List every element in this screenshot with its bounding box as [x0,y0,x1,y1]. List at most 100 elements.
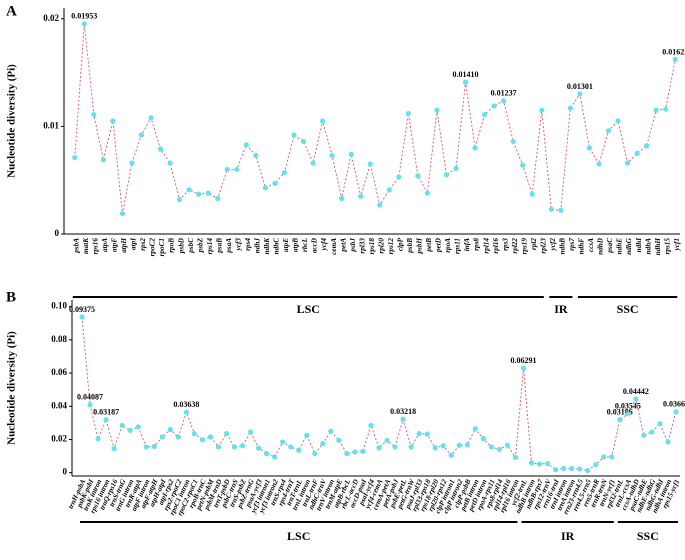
data-point [243,142,249,148]
data-point [296,447,302,453]
data-point [239,443,246,449]
x-tick-label: ndhI [635,238,643,253]
data-point [310,160,316,166]
x-tick-label: rpoC2 [149,238,157,257]
data-point [167,426,173,433]
data-point [434,107,440,113]
data-point [480,436,486,442]
data-point [368,422,374,428]
data-point [100,157,106,163]
x-tick-label: accD [311,237,319,253]
data-point [175,434,181,440]
data-point [111,446,117,452]
x-tick-label: petA [339,238,347,253]
data-point [191,431,197,437]
value-label: 0.01410 [453,70,479,79]
x-tick-label: rpl23 [539,238,547,254]
x-tick-label: rpl2 [530,238,538,250]
data-point [605,128,612,134]
data-point [577,466,583,472]
data-point [207,434,214,440]
data-point [352,449,358,455]
y-tick-label: 0.01 [43,120,59,130]
region-label: IR [561,529,575,543]
x-tick-label: psaC [606,238,614,254]
data-point [87,402,93,408]
data-point [358,193,364,199]
data-point [72,154,78,161]
data-point [641,432,647,438]
data-point [348,151,354,157]
data-point [665,439,671,445]
x-tick-label: ccsA [587,238,595,252]
x-tick-label: ndhC [273,238,281,255]
data-point [617,417,623,423]
data-point [432,445,438,451]
x-tick-label: ycf1 [673,238,681,251]
data-point [183,409,189,415]
region-label: SSC [637,529,659,543]
x-tick-label: psaA [225,238,233,254]
y-tick-label: 0 [63,467,68,477]
x-tick-label: atpH [120,238,128,253]
x-tick-label: atpB [292,238,300,252]
data-point [344,450,350,457]
data-point [634,150,640,156]
x-tick-label: ndhA [644,238,652,255]
data-point [110,118,116,124]
x-tick-label: ndhF [578,238,586,255]
x-tick-label: matK [82,237,90,254]
data-point [504,442,511,448]
y-tick-label: 0.02 [43,13,59,23]
data-point [405,110,411,117]
x-tick-label: ndhH [654,238,662,256]
data-point [81,21,87,27]
x-tick-label: ndhD [597,237,605,255]
data-point [510,138,516,145]
data-point [472,426,478,432]
data-point [79,314,85,320]
data-point [272,454,278,460]
data-point [633,396,639,402]
x-tick-label: atpA [101,238,109,252]
data-point [319,118,326,124]
diversity-line [74,23,676,214]
value-label: 0.01622 [662,47,685,56]
data-point [624,160,631,166]
data-point [609,454,615,460]
data-point [416,431,422,437]
x-tick-label: petB [425,238,433,253]
x-tick-label: psbA [72,238,80,254]
x-tick-label: rpoA [444,238,452,253]
x-tick-label: psaB [215,238,223,254]
value-label: 0.09375 [69,305,95,314]
data-point [205,190,211,196]
x-tick-label: atpE [282,238,290,252]
data-point [328,428,334,434]
data-point [91,111,97,118]
x-tick-label: ndhG [625,237,633,255]
data-point [300,138,307,145]
data-point [215,195,221,202]
data-point [129,160,135,166]
data-point [536,461,543,467]
data-point [528,460,535,466]
y-axis-title: Nucleotide diversity (Pi) [6,331,18,445]
value-label: 0.01953 [71,12,97,21]
data-point [596,161,602,167]
y-tick-label: 0.04 [51,400,67,410]
x-tick-label: atpF [111,238,119,252]
x-tick-label: psbC [187,238,195,254]
data-point [304,432,310,438]
x-tick-label: rps12 [387,238,395,255]
data-point [657,421,663,427]
data-point [593,462,599,468]
value-label: 0.03186 [607,408,633,417]
data-point [167,160,173,166]
data-point [440,443,446,449]
y-tick-label: 0 [55,228,60,238]
data-point [501,98,507,104]
region-label: SSC [617,302,639,316]
data-point [127,427,133,433]
x-tick-label: rps8 [473,238,481,251]
